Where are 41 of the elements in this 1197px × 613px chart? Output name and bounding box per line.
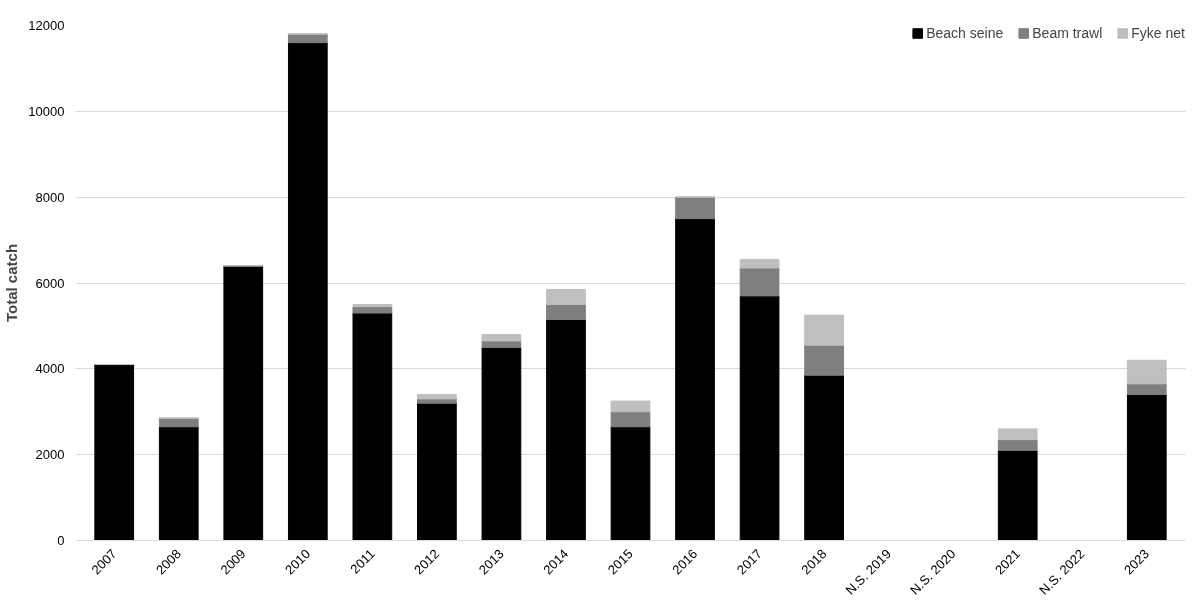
bar (739, 267, 780, 297)
y-tick-label: 4000 (35, 361, 65, 377)
bar (804, 374, 844, 541)
bar (546, 318, 586, 541)
y-axis-title: Total catch (3, 243, 21, 323)
y-tick-label: 0 (57, 533, 65, 548)
y-tick-label: 10000 (28, 103, 65, 119)
y-tick-label: 2000 (35, 447, 65, 463)
bar (158, 426, 199, 541)
bar (417, 394, 457, 400)
y-tick-label: 8000 (35, 189, 65, 205)
bar (481, 334, 522, 342)
bar (997, 439, 1038, 451)
y-tick-label: 12000 (28, 18, 65, 33)
bar (1126, 394, 1167, 541)
bar (675, 196, 715, 220)
bar (352, 312, 393, 541)
bar (610, 426, 651, 541)
bar (675, 218, 715, 541)
bar (804, 314, 844, 346)
y-tick-label: 6000 (35, 275, 65, 291)
bar (739, 258, 780, 269)
bar (1126, 359, 1167, 385)
legend-label: Beam trawl (1032, 25, 1103, 41)
bar (546, 288, 586, 305)
bar (287, 42, 328, 541)
bar (481, 346, 522, 541)
bar (739, 295, 780, 541)
bar (997, 428, 1038, 441)
bar (94, 364, 135, 541)
bar (223, 265, 264, 541)
bar (546, 303, 586, 320)
bar (352, 303, 393, 308)
bar (610, 411, 651, 428)
bar (352, 306, 393, 314)
legend-label: Fyke net (1131, 25, 1185, 41)
bar (997, 449, 1038, 541)
bar (417, 402, 457, 541)
legend-label: Beach seine (926, 25, 1004, 41)
bar (804, 344, 844, 376)
bar (610, 400, 651, 413)
